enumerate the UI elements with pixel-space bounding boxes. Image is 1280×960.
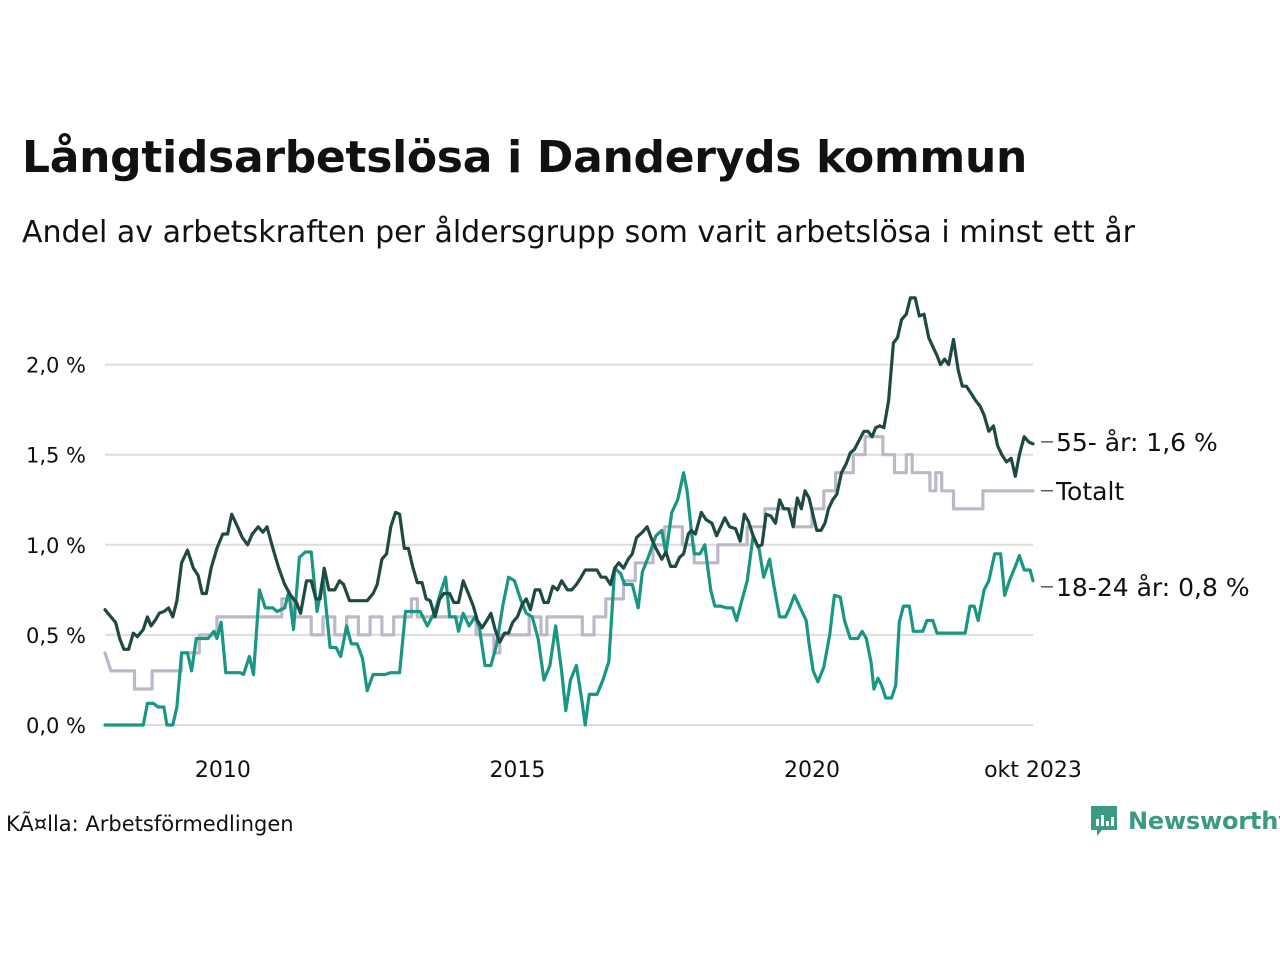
y-tick-label: 1,0 % [26, 534, 86, 558]
y-tick-label: 2,0 % [26, 354, 86, 378]
gridlines [105, 363, 1033, 726]
x-tick-label: okt 2023 [984, 758, 1082, 783]
end-label-age18_24: 18-24 år: 0,8 % [1056, 573, 1250, 602]
series-line-total [103, 435, 1035, 691]
series-line-age55 [103, 296, 1035, 651]
y-tick-label: 0,0 % [26, 714, 86, 738]
series-lines [103, 296, 1035, 727]
x-tick-label: 2015 [489, 758, 545, 783]
chart-title: Långtidsarbetslösa i Danderyds kommun [22, 132, 1028, 183]
chart-subtitle: Andel av arbetskraften per åldersgrupp s… [22, 215, 1135, 250]
end-labels: Totalt 18-24 år: 0,8 % 55- år: 1,6 % [1041, 428, 1250, 602]
end-label-total: Totalt [1055, 477, 1124, 506]
y-tick-label: 1,5 % [26, 444, 86, 468]
x-tick-label: 2010 [195, 758, 251, 783]
x-tick-label: 2020 [784, 758, 840, 783]
y-tick-label: 0,5 % [26, 624, 86, 648]
series-line-age18_24 [103, 471, 1035, 727]
source-note: KÃ¤lla: Arbetsförmedlingen [6, 812, 294, 836]
brand-logo: Newsworthy [1088, 804, 1280, 838]
y-axis: 0,0 % 0,5 % 1,0 % 1,5 % 2,0 % [26, 354, 86, 738]
line-chart: 0,0 % 0,5 % 1,0 % 1,5 % 2,0 % 2010 2015 2020 ok… [26, 296, 1250, 783]
brand-name: Newsworthy [1128, 807, 1280, 835]
newsworthy-logo-icon [1091, 806, 1117, 836]
end-label-age55: 55- år: 1,6 % [1056, 428, 1218, 457]
x-axis: 2010 2015 2020 okt 2023 [195, 758, 1082, 783]
